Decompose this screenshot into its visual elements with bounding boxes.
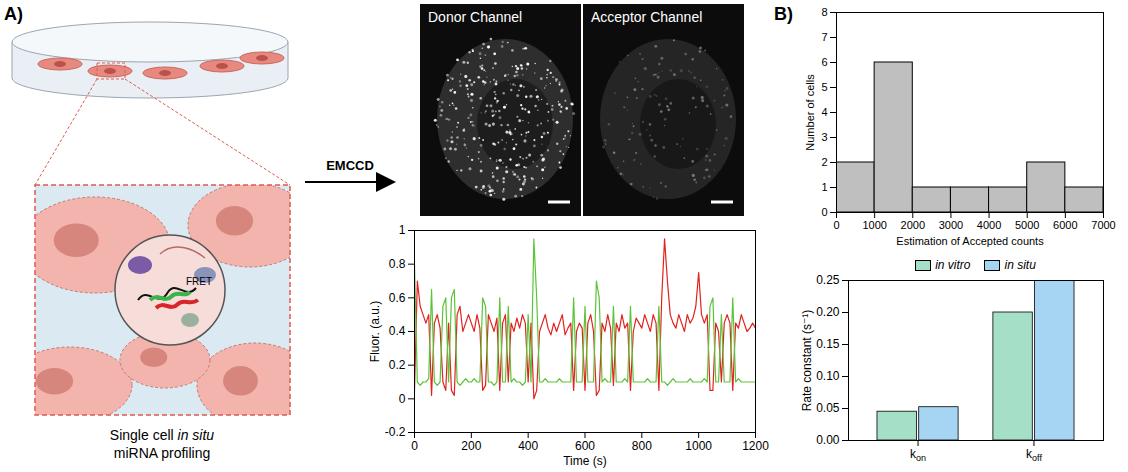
svg-text:Estimation of Accepted counts: Estimation of Accepted counts (896, 235, 1044, 247)
svg-text:1000: 1000 (862, 219, 886, 231)
svg-text:7000: 7000 (1091, 219, 1115, 231)
svg-text:7: 7 (821, 31, 827, 43)
svg-text:-0.2: -0.2 (385, 425, 406, 439)
svg-text:800: 800 (632, 439, 652, 453)
svg-text:5000: 5000 (1015, 219, 1039, 231)
svg-text:kon: kon (910, 447, 926, 463)
svg-text:0.8: 0.8 (389, 257, 406, 271)
svg-text:6000: 6000 (1053, 219, 1077, 231)
svg-text:B): B) (774, 4, 793, 24)
svg-text:0: 0 (411, 439, 418, 453)
svg-text:FRET: FRET (186, 276, 212, 287)
svg-text:3: 3 (821, 131, 827, 143)
svg-text:1: 1 (821, 181, 827, 193)
svg-text:0.10: 0.10 (816, 369, 840, 383)
svg-text:Donor Channel: Donor Channel (428, 9, 522, 25)
svg-text:5: 5 (821, 81, 827, 93)
html-text:in vitro: in vitro (935, 258, 971, 272)
svg-text:Single cell in situ: Single cell in situ (110, 427, 215, 443)
svg-text:6: 6 (821, 56, 827, 68)
svg-text:3000: 3000 (939, 219, 963, 231)
svg-text:Number of cells: Number of cells (804, 74, 816, 151)
svg-text:0.05: 0.05 (816, 401, 840, 415)
svg-text:2: 2 (821, 156, 827, 168)
svg-text:0.15: 0.15 (816, 337, 840, 351)
svg-text:1000: 1000 (685, 439, 712, 453)
svg-text:4000: 4000 (977, 219, 1001, 231)
svg-text:Rate constant (s⁻¹): Rate constant (s⁻¹) (800, 310, 814, 412)
svg-text:Fluor. (a.u.): Fluor. (a.u.) (368, 301, 382, 362)
svg-text:1: 1 (399, 223, 406, 237)
svg-text:0.2: 0.2 (389, 358, 406, 372)
svg-text:0.6: 0.6 (389, 291, 406, 305)
svg-text:0.25: 0.25 (816, 273, 840, 287)
svg-text:0.20: 0.20 (816, 305, 840, 319)
svg-text:EMCCD: EMCCD (326, 158, 374, 173)
svg-text:0.4: 0.4 (389, 324, 406, 338)
svg-text:2000: 2000 (901, 219, 925, 231)
svg-text:koff: koff (1026, 447, 1042, 463)
svg-text:1200: 1200 (742, 439, 769, 453)
svg-text:600: 600 (575, 439, 595, 453)
svg-text:0: 0 (833, 219, 839, 231)
svg-text:Acceptor Channel: Acceptor Channel (591, 9, 702, 25)
svg-text:Time (s): Time (s) (563, 454, 607, 468)
svg-text:0.00: 0.00 (816, 433, 840, 447)
svg-text:400: 400 (518, 439, 538, 453)
svg-text:200: 200 (461, 439, 481, 453)
html-text:in situ: in situ (1004, 258, 1036, 272)
svg-text:A): A) (4, 4, 23, 24)
svg-text:0: 0 (399, 392, 406, 406)
svg-text:miRNA profiling: miRNA profiling (114, 445, 210, 461)
svg-text:4: 4 (821, 106, 827, 118)
svg-text:8: 8 (821, 6, 827, 18)
svg-text:0: 0 (821, 206, 827, 218)
